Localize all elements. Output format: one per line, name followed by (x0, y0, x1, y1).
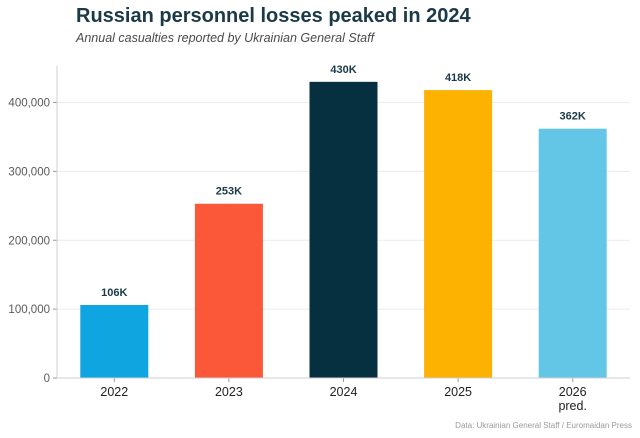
y-tick-label: 300,000 (8, 166, 50, 178)
data-label: 106K (101, 287, 127, 299)
x-tick-label: 2025 (444, 385, 472, 399)
bar (424, 90, 493, 378)
y-tick-label: 200,000 (8, 235, 50, 247)
chart-subtitle: Annual casualties reported by Ukrainian … (76, 31, 375, 45)
y-tick-label: 400,000 (8, 98, 50, 110)
x-tick-label: 2022 (100, 385, 128, 399)
chart-title: Russian personnel losses peaked in 2024 (76, 5, 471, 27)
data-label: 430K (330, 64, 356, 76)
bar (194, 203, 263, 378)
data-label: 418K (445, 72, 471, 84)
source-note: Data: Ukrainian General Staff / Euromaid… (455, 421, 632, 430)
y-tick-label: 100,000 (8, 304, 50, 316)
bars (80, 81, 607, 379)
x-tick-label: pred. (558, 399, 587, 413)
data-label: 253K (216, 186, 242, 198)
data-labels: 106K 253K 430K 418K 362K (101, 64, 586, 299)
bar (80, 304, 149, 378)
data-label: 362K (560, 111, 586, 123)
x-tick-label: 2023 (215, 385, 243, 399)
y-tick-label: 0 (44, 373, 50, 385)
x-tick-label: 2024 (330, 385, 358, 399)
x-tick-label: 2026 (559, 385, 587, 399)
y-axis-ticks: 0 100,000 200,000 300,000 400,000 (8, 98, 57, 385)
bar (309, 81, 378, 379)
bar (538, 128, 607, 378)
